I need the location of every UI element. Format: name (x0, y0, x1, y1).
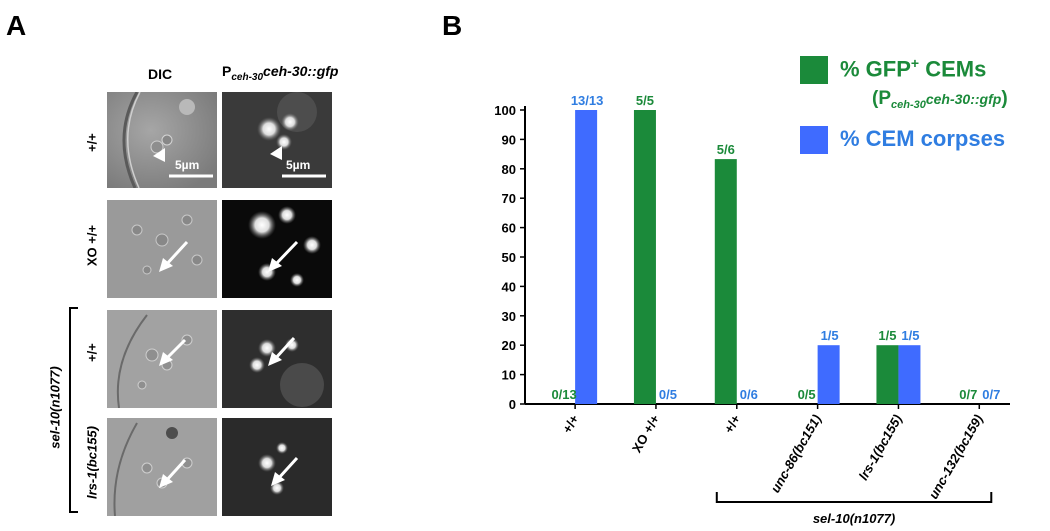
bar-cem-corpses (575, 110, 598, 404)
data-label-gfp-cems: 0/5 (798, 387, 816, 402)
x-category-label: +/+ (721, 412, 744, 436)
legend-swatch-blue (800, 126, 828, 154)
gfp-image-xo (222, 200, 332, 298)
legend-label-green-line2: (Pceh-30ceh-30::gfp) (872, 88, 1008, 111)
bar-cem-corpses (817, 345, 840, 404)
data-label-gfp-cems: 1/5 (878, 328, 896, 343)
legend-green-sup: + (910, 55, 920, 71)
y-tick-label: 10 (502, 368, 516, 383)
y-tick-label: 60 (502, 221, 516, 236)
gfp-image-lrs1 (222, 418, 332, 516)
y-tick-label: 50 (502, 250, 516, 265)
panel-b-label: B (442, 10, 463, 41)
x-category-label: XO +/+ (629, 412, 663, 456)
scale-bar-label-dic: 5µm (175, 158, 199, 172)
data-label-cem-corpses: 1/5 (821, 328, 839, 343)
dic-image-xo (107, 200, 217, 298)
y-tick-label: 70 (502, 191, 516, 206)
scale-bar-label-gfp: 5µm (286, 158, 310, 172)
legend-label-green: % GFP+ CEMs (840, 55, 986, 82)
data-label-gfp-cems: 5/5 (636, 93, 654, 108)
gfp-heading-p: P (222, 63, 232, 79)
legend: % GFP+ CEMs (Pceh-30ceh-30::gfp) % CEM c… (800, 55, 1050, 156)
legend-label-blue: % CEM corpses (840, 126, 1006, 151)
legend-green-close: ) (1001, 88, 1008, 109)
x-category-label: +/+ (559, 412, 582, 436)
sel10-bracket-a (69, 307, 78, 513)
bar-chart: 0 10 20 30 40 50 60 70 80 90 100 0/13 13/13 +/+ 5/5 0/5… (494, 93, 1010, 526)
y-tick-label: 90 (502, 132, 516, 147)
gfp-image-wt: 5µm (222, 92, 332, 188)
y-tick-label: 40 (502, 279, 516, 294)
y-tick-label: 0 (509, 397, 516, 412)
data-label-gfp-cems: 5/6 (717, 142, 735, 157)
legend-green-gene: ceh-30::gfp (925, 91, 1002, 107)
data-label-cem-corpses: 0/5 (659, 387, 677, 402)
dic-column-heading: DIC (148, 66, 173, 82)
legend-green-promoter: ceh-30 (891, 99, 926, 111)
data-label-cem-corpses: 0/6 (740, 387, 758, 402)
panel-a-label: A (6, 10, 27, 41)
bar-gfp-cems (633, 110, 656, 404)
data-label-cem-corpses: 1/5 (901, 328, 919, 343)
data-label-cem-corpses: 0/7 (982, 387, 1000, 402)
gfp-heading-promoter: ceh-30 (231, 72, 264, 83)
legend-green-rest: CEMs (919, 56, 987, 82)
row-label-sel10-wt: +/+ (84, 343, 100, 362)
y-tick-label: 80 (502, 162, 516, 177)
x-category-label: lrs-1(bc155) (856, 412, 905, 483)
dic-image-wt: 5µm (107, 92, 217, 188)
sel10-bracket-a-label: sel-10(n1077) (47, 366, 63, 449)
row-label-lrs1: lrs-1(bc155) (84, 426, 100, 499)
bar-cem-corpses (898, 345, 921, 404)
x-category-label: unc-132(bc159) (926, 412, 986, 501)
dic-image-lrs1 (107, 418, 217, 516)
data-label-cem-corpses: 13/13 (571, 93, 604, 108)
y-tick-label: 100 (494, 103, 516, 118)
gfp-column-heading: Pceh-30ceh-30::gfp (222, 63, 339, 83)
row-label-xo: XO +/+ (84, 224, 100, 267)
legend-green-open: (P (872, 88, 891, 109)
y-tick-label: 20 (502, 338, 516, 353)
row-label-wt: +/+ (84, 133, 100, 152)
bar-gfp-cems (876, 345, 899, 404)
data-label-gfp-cems: 0/13 (551, 387, 576, 402)
gfp-image-sel10-wt (222, 310, 332, 408)
gfp-heading-gene: ceh-30::gfp (263, 63, 339, 79)
legend-swatch-green (800, 56, 828, 84)
y-tick-label: 30 (502, 309, 516, 324)
bar-gfp-cems (714, 159, 737, 404)
sel10-bracket-b-label: sel-10(n1077) (813, 511, 895, 526)
x-category-label: unc-86(bc151) (768, 412, 825, 495)
dic-image-sel10-wt (107, 310, 217, 408)
sel10-bracket-b (715, 492, 993, 503)
legend-green-main: % GFP (840, 56, 911, 82)
data-label-gfp-cems: 0/7 (959, 387, 977, 402)
